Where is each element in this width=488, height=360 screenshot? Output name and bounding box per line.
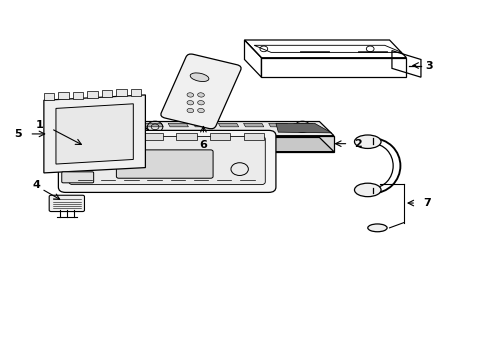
Polygon shape [142, 123, 163, 127]
Text: 3: 3 [425, 60, 432, 71]
Polygon shape [193, 123, 213, 127]
FancyBboxPatch shape [161, 54, 241, 129]
Text: 1: 1 [36, 120, 44, 130]
Polygon shape [168, 123, 188, 127]
Polygon shape [58, 93, 68, 99]
Polygon shape [218, 123, 238, 127]
FancyBboxPatch shape [142, 132, 163, 140]
FancyBboxPatch shape [210, 132, 230, 140]
Ellipse shape [367, 224, 386, 232]
Polygon shape [138, 122, 333, 136]
Polygon shape [87, 91, 97, 98]
Ellipse shape [190, 73, 208, 81]
Polygon shape [56, 104, 133, 164]
Polygon shape [102, 90, 112, 97]
FancyBboxPatch shape [244, 132, 264, 140]
Polygon shape [155, 136, 333, 152]
FancyBboxPatch shape [58, 130, 275, 192]
Ellipse shape [354, 183, 380, 197]
Polygon shape [44, 93, 54, 100]
FancyBboxPatch shape [61, 172, 94, 183]
Text: 6: 6 [199, 140, 207, 150]
Circle shape [87, 154, 102, 165]
Ellipse shape [186, 108, 193, 113]
Polygon shape [293, 123, 313, 127]
Text: 4: 4 [33, 180, 41, 190]
Polygon shape [73, 92, 83, 99]
Polygon shape [44, 95, 145, 173]
Ellipse shape [186, 100, 193, 105]
Text: 5: 5 [15, 129, 22, 139]
Text: 7: 7 [423, 198, 430, 208]
Circle shape [81, 150, 108, 170]
Ellipse shape [354, 135, 380, 148]
FancyBboxPatch shape [108, 132, 129, 140]
Polygon shape [131, 89, 141, 96]
Polygon shape [138, 122, 155, 152]
Polygon shape [243, 123, 264, 127]
Polygon shape [275, 123, 331, 133]
FancyBboxPatch shape [116, 150, 213, 178]
Ellipse shape [197, 108, 204, 113]
Polygon shape [116, 89, 126, 96]
Ellipse shape [197, 93, 204, 97]
Polygon shape [268, 123, 288, 127]
FancyBboxPatch shape [176, 132, 196, 140]
Text: 2: 2 [353, 139, 361, 149]
FancyBboxPatch shape [69, 136, 265, 185]
FancyBboxPatch shape [49, 195, 84, 212]
Ellipse shape [186, 93, 193, 97]
Ellipse shape [197, 100, 204, 105]
Polygon shape [138, 138, 333, 152]
